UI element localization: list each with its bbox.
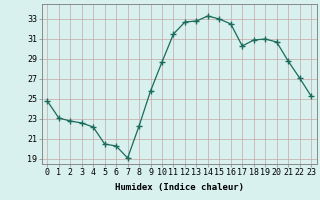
X-axis label: Humidex (Indice chaleur): Humidex (Indice chaleur) [115, 183, 244, 192]
